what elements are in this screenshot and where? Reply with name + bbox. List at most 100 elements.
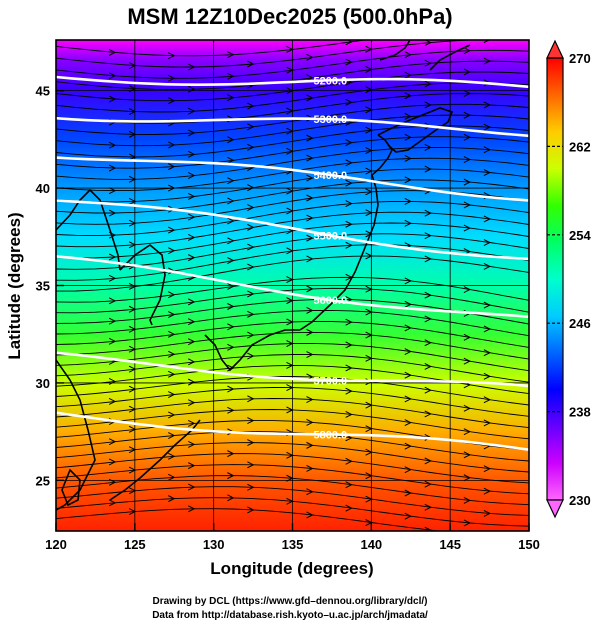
streamline-arrow <box>227 494 235 502</box>
streamline-arrow <box>424 339 432 347</box>
streamline-arrow <box>424 480 432 488</box>
streamline-arrow <box>365 147 373 154</box>
streamline-arrow <box>404 71 412 79</box>
streamline-arrow <box>365 126 373 134</box>
streamline-arrow <box>483 101 491 109</box>
streamline-arrow <box>227 257 235 264</box>
streamline-arrow <box>306 418 314 426</box>
streamline-arrow <box>128 405 137 413</box>
colorbar-body <box>546 57 564 501</box>
streamline-arrow <box>424 410 432 418</box>
streamline-arrow <box>365 519 373 526</box>
streamline-arrow <box>128 153 137 161</box>
streamline-arrow <box>227 217 235 225</box>
streamline-arrow <box>404 466 412 474</box>
streamline-arrow <box>286 127 294 135</box>
streamline-arrow <box>286 247 294 255</box>
streamline-arrow <box>227 94 235 102</box>
streamline-arrow <box>345 58 353 66</box>
wind-streamlines <box>56 31 529 538</box>
streamline-arrow <box>345 504 353 512</box>
streamline-arrow <box>345 179 353 187</box>
streamline-arrow <box>483 396 491 404</box>
map-title: MSM 12Z10Dec2025 (500.0hPa) <box>127 4 452 29</box>
streamline-arrow <box>306 307 314 314</box>
streamline-arrow <box>227 177 235 185</box>
streamline-arrow <box>345 200 353 208</box>
streamline-arrow <box>188 150 196 158</box>
streamline-arrow <box>345 341 353 349</box>
streamline-arrow <box>128 85 137 93</box>
streamline-arrow <box>128 108 137 116</box>
streamline-arrow <box>483 301 491 309</box>
streamline-arrow <box>405 31 411 37</box>
streamline-arrow <box>345 410 353 418</box>
streamline-arrow <box>227 450 235 458</box>
height-contour <box>56 75 529 89</box>
streamline-arrow <box>188 192 196 200</box>
streamline-arrow <box>463 286 471 293</box>
streamline-arrow <box>188 483 196 491</box>
contour-label: 5200.0 <box>314 75 348 87</box>
streamline-arrow <box>247 204 255 212</box>
streamline-arrow <box>168 370 176 378</box>
streamline-arrow <box>306 441 314 449</box>
x-tick-label: 125 <box>124 537 146 552</box>
streamline-arrow <box>128 365 137 373</box>
streamline-arrow <box>306 214 314 222</box>
height-contour <box>56 351 529 388</box>
y-axis-ticks: 25 30 35 40 45 <box>36 84 64 488</box>
streamline-arrow <box>227 282 235 290</box>
streamline-arrow <box>286 406 294 414</box>
streamline-arrow <box>227 343 235 351</box>
streamline-arrow <box>247 143 255 151</box>
streamline-arrow <box>404 197 412 205</box>
streamline-arrow <box>424 363 432 370</box>
streamline-arrow <box>227 472 235 480</box>
streamline-arrow <box>365 106 373 114</box>
streamline-arrow <box>168 495 176 503</box>
streamline-arrow <box>424 209 432 217</box>
coastline-kyushu-shikoku <box>204 329 300 372</box>
streamline-arrow <box>168 452 176 460</box>
streamline-arrow <box>306 351 314 358</box>
coastline-japan <box>299 134 393 331</box>
streamline-arrow <box>128 305 137 313</box>
x-tick-label: 130 <box>203 537 225 552</box>
streamline-arrow <box>365 285 373 293</box>
streamline-arrow <box>404 371 412 379</box>
streamline-arrow <box>128 508 137 516</box>
contour-label: 5600.0 <box>314 295 348 307</box>
streamline-arrow <box>424 232 432 240</box>
colorbar-ticks: 230 238 246 254 262 270 <box>547 51 591 508</box>
streamline-arrow <box>463 474 471 482</box>
streamline-arrow <box>365 472 373 480</box>
streamline-arrow <box>424 386 432 394</box>
x-tick-label: 145 <box>439 537 461 552</box>
streamline-arrow <box>286 474 294 482</box>
streamline-arrow <box>128 446 137 454</box>
streamline-arrow <box>168 291 176 299</box>
streamline-arrow <box>108 72 117 80</box>
streamline-arrow <box>247 417 255 425</box>
streamline-arrow <box>247 461 255 469</box>
streamline-arrow <box>484 532 490 538</box>
coastline-taiwan <box>61 468 81 507</box>
streamline-arrow <box>108 141 117 149</box>
height-contour <box>56 255 529 319</box>
streamline-arrow <box>365 448 373 456</box>
streamline-arrow <box>188 213 196 221</box>
streamline-arrow <box>463 68 471 76</box>
credit-drawing: Drawing by DCL (https://www.gfd–dennou.o… <box>152 596 427 607</box>
x-axis-ticks: 120 125 130 135 140 145 150 <box>45 523 540 552</box>
streamline-arrow <box>227 303 235 310</box>
streamline-arrow <box>168 247 176 255</box>
colorbar: 230 238 246 254 262 270 <box>546 39 591 519</box>
y-axis-label: Latitude (degrees) <box>5 212 24 359</box>
streamline-arrow <box>128 345 137 353</box>
streamline-arrow <box>247 506 255 514</box>
streamline-arrow <box>247 395 255 403</box>
streamline-arrow <box>108 337 117 345</box>
streamline-arrow <box>188 254 196 262</box>
streamline-arrow <box>365 425 373 433</box>
